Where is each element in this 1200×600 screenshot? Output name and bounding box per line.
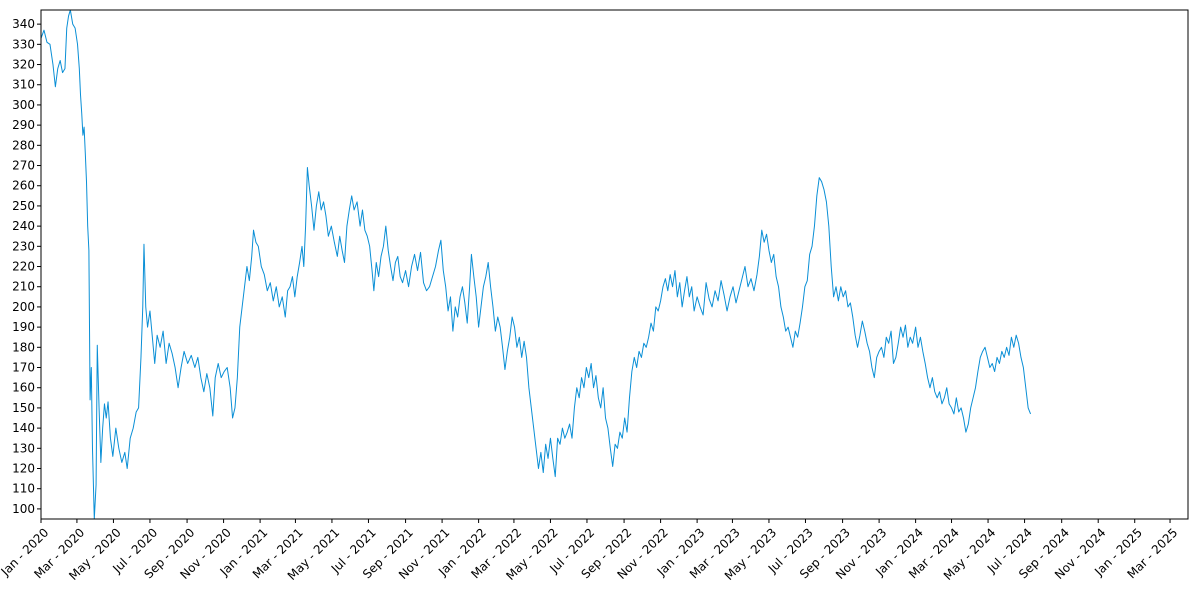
y-tick-label: 340 — [12, 17, 35, 31]
series-layer — [40, 9, 1032, 520]
y-tick-label: 310 — [12, 78, 35, 92]
y-tick-label: 330 — [12, 37, 35, 51]
y-tick-label: 290 — [12, 118, 35, 132]
y-tick-label: 170 — [12, 361, 35, 375]
y-tick-label: 140 — [12, 421, 35, 435]
y-tick-label: 220 — [12, 260, 35, 274]
y-tick-label: 230 — [12, 239, 35, 253]
y-tick-label: 180 — [12, 340, 35, 354]
y-tick-label: 150 — [12, 401, 35, 415]
y-tick-label: 100 — [12, 502, 35, 516]
y-tick-label: 200 — [12, 300, 35, 314]
y-tick-label: 160 — [12, 381, 35, 395]
y-tick-label: 250 — [12, 199, 35, 213]
y-tick-label: 320 — [12, 58, 35, 72]
y-axis: 100 110 120 130 140 150 160 170 180 190 200 210 220 2… — [12, 17, 41, 516]
y-tick-label: 130 — [12, 441, 35, 455]
y-tick-label: 110 — [12, 482, 35, 496]
y-tick-label: 240 — [12, 219, 35, 233]
y-tick-label: 190 — [12, 320, 35, 334]
y-tick-label: 300 — [12, 98, 35, 112]
y-tick-label: 280 — [12, 138, 35, 152]
plot-area-frame — [40, 9, 1189, 520]
y-tick-label: 210 — [12, 280, 35, 294]
y-tick-label: 270 — [12, 159, 35, 173]
series-line-0 — [40, 9, 1032, 520]
y-tick-label: 120 — [12, 462, 35, 476]
y-tick-label: 260 — [12, 179, 35, 193]
